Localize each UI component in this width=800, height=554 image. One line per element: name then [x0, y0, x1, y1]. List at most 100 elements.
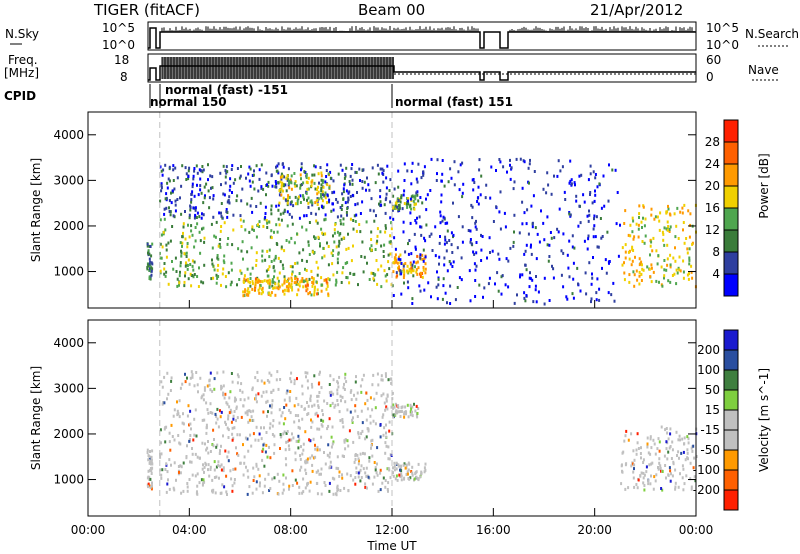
data-pixel-8: [641, 267, 644, 271]
data-pixel-1: [227, 271, 230, 275]
data-pixel-2: [298, 216, 301, 220]
data-pixel-2: [297, 403, 300, 407]
data-pixel-3: [248, 290, 251, 294]
data-pixel-1: [379, 468, 382, 472]
data-pixel-5: [421, 272, 424, 275]
data-pixel-5: [402, 276, 405, 279]
data-pixel-3: [393, 464, 396, 468]
data-pixel-7: [516, 293, 518, 297]
data-pixel-5: [403, 271, 406, 275]
data-pixel-1: [373, 475, 376, 479]
data-pixel-2: [366, 176, 368, 180]
data-pixel-8: [650, 240, 653, 244]
data-pixel-3: [310, 293, 313, 297]
data-pixel-2: [190, 200, 193, 204]
data-pixel-8: [652, 270, 655, 274]
data-pixel-7: [531, 221, 534, 225]
data-pixel-0: [149, 450, 151, 453]
data-pixel-1: [372, 277, 375, 281]
data-pixel-3: [276, 276, 279, 280]
data-pixel-3: [404, 466, 407, 470]
data-pixel-2: [331, 191, 334, 195]
data-pixel-7: [436, 158, 439, 162]
data-pixel-7: [592, 227, 595, 231]
data-pixel-4: [290, 187, 293, 191]
data-pixel-7: [501, 274, 504, 278]
data-pixel-2: [268, 371, 271, 375]
data-pixel-4: [416, 412, 419, 415]
data-pixel-3: [246, 277, 249, 281]
data-pixel-8: [690, 270, 693, 274]
data-pixel-2: [332, 392, 335, 396]
data-pixel-2: [164, 197, 167, 201]
data-pixel-1: [314, 447, 317, 451]
data-pixel-2: [197, 390, 199, 394]
data-pixel-4: [392, 403, 395, 407]
data-pixel-7: [521, 222, 524, 226]
data-pixel-7: [438, 262, 440, 266]
data-pixel-4: [317, 190, 320, 194]
data-pixel-2: [381, 378, 384, 382]
data-pixel-2: [385, 374, 387, 378]
data-pixel-1: [307, 240, 310, 244]
data-pixel-1: [354, 458, 357, 461]
data-pixel-8: [665, 227, 668, 231]
data-pixel-5: [683, 442, 685, 446]
data-pixel-1: [179, 241, 182, 245]
data-pixel-2: [342, 425, 345, 429]
data-pixel-2: [195, 371, 198, 374]
data-pixel-2: [313, 164, 316, 168]
data-pixel-7: [425, 208, 428, 212]
data-pixel-7: [439, 214, 442, 218]
data-pixel-5: [424, 262, 427, 266]
data-pixel-2: [166, 371, 169, 375]
data-pixel-1: [342, 266, 345, 270]
data-pixel-8: [688, 258, 691, 262]
data-pixel-7: [452, 201, 454, 205]
cpid-annotation-2: normal 150: [150, 95, 227, 109]
data-pixel-2: [389, 200, 392, 204]
data-pixel-2: [222, 384, 225, 388]
data-pixel-7: [392, 217, 395, 221]
data-pixel-1: [319, 244, 321, 248]
data-pixel-1: [293, 241, 296, 245]
data-pixel-8: [649, 244, 652, 248]
data-pixel-5: [408, 269, 411, 273]
data-pixel-2: [209, 411, 212, 414]
data-pixel-1: [204, 442, 206, 446]
data-pixel-1: [389, 476, 392, 480]
data-pixel-2: [251, 386, 254, 390]
data-pixel-1: [316, 448, 319, 452]
data-pixel-2: [277, 162, 280, 166]
data-pixel-2: [159, 165, 162, 169]
data-pixel-1: [375, 471, 378, 475]
x-axis-ticks: 00:00 04:00 08:00 12:00 16:00 20:00 00:00: [71, 300, 713, 537]
data-pixel-2: [265, 171, 268, 175]
data-pixel-1: [291, 272, 293, 276]
data-pixel-7: [446, 229, 449, 233]
data-pixel-1: [178, 283, 180, 287]
data-pixel-5: [683, 436, 686, 440]
data-pixel-2: [168, 210, 171, 213]
data-pixel-3: [251, 280, 254, 284]
data-pixel-2: [260, 379, 263, 383]
data-pixel-0: [149, 245, 152, 248]
data-pixel-1: [238, 278, 241, 281]
data-pixel-2: [207, 178, 209, 182]
data-pixel-2: [188, 423, 190, 427]
data-pixel-5: [637, 478, 640, 482]
data-pixel-2: [162, 401, 165, 405]
data-pixel-2: [251, 388, 254, 392]
data-pixel-2: [306, 371, 309, 375]
data-pixel-1: [307, 243, 310, 247]
data-pixel-7: [400, 262, 403, 265]
data-pixel-7: [445, 249, 448, 253]
data-pixel-2: [372, 419, 375, 423]
data-pixel-4: [404, 405, 407, 409]
data-pixel-7: [570, 178, 573, 182]
data-pixel-8: [689, 212, 692, 216]
data-pixel-1: [321, 231, 324, 235]
data-pixel-7: [607, 291, 610, 295]
data-pixel-2: [374, 422, 377, 426]
